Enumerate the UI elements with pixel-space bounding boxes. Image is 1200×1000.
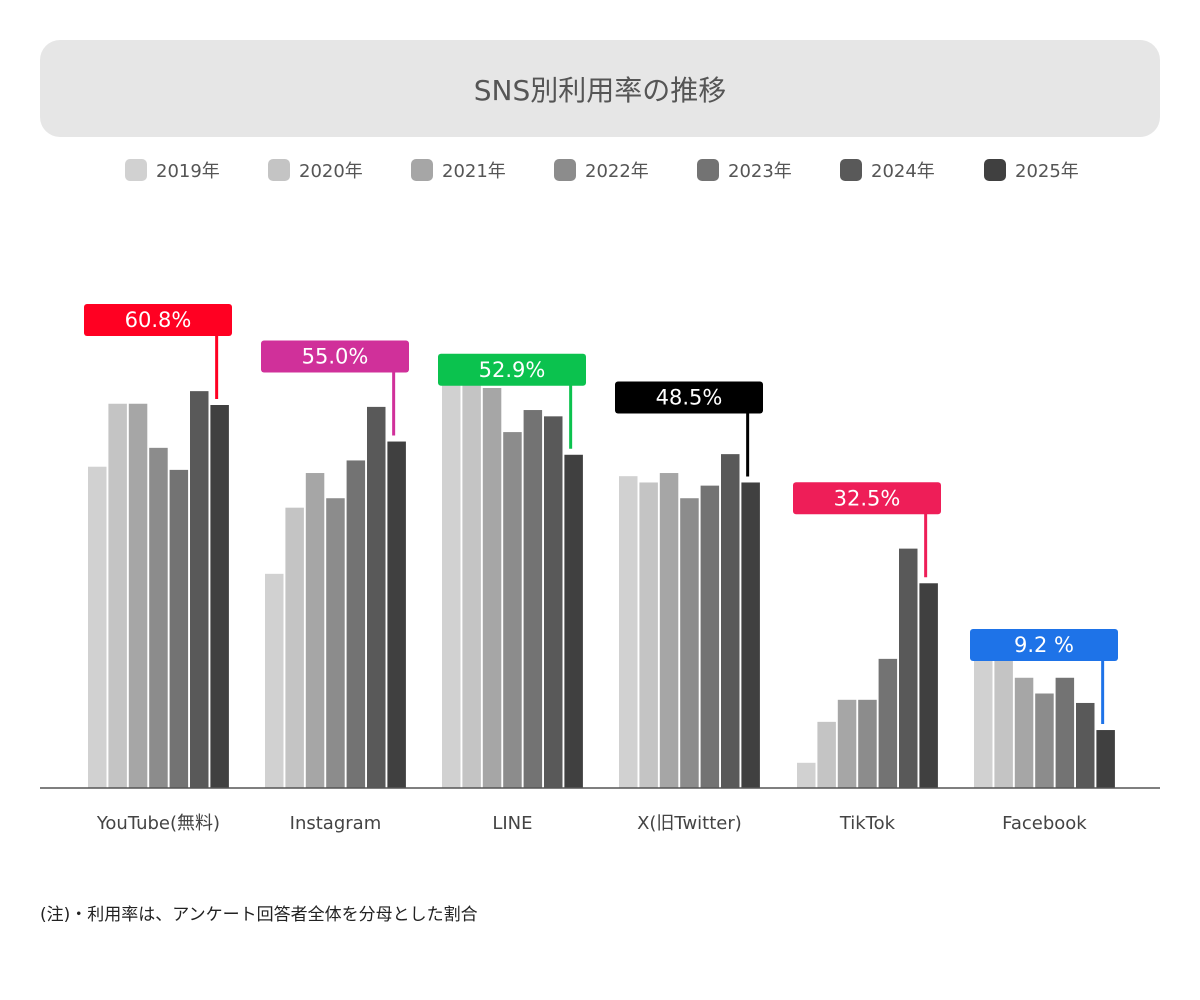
bar: [387, 441, 406, 788]
legend-label: 2023年: [728, 161, 792, 182]
bar: [619, 476, 638, 788]
bar: [544, 416, 563, 788]
bar: [1076, 702, 1095, 788]
bar: [128, 403, 148, 788]
chart-title-banner: SNS別利用率の推移: [40, 40, 1160, 137]
bar: [817, 721, 836, 788]
category-label: YouTube(無料): [96, 813, 220, 834]
bar: [503, 432, 522, 788]
callout-value-label: 55.0%: [302, 345, 369, 369]
bar: [919, 583, 938, 788]
bar: [367, 406, 386, 788]
legend-label: 2019年: [156, 161, 220, 182]
chart-title: SNS別利用率の推移: [473, 73, 727, 107]
footnote: (注)・利用率は、アンケート回答者全体を分母とした割合: [40, 905, 478, 925]
bar: [169, 469, 189, 788]
legend-swatch: [554, 159, 576, 181]
bar: [1096, 730, 1115, 788]
legend-item: 2024年: [840, 155, 935, 185]
bar: [210, 405, 229, 788]
category-label: TikTok: [839, 813, 896, 834]
bar: [190, 391, 209, 788]
legend-swatch: [411, 159, 433, 181]
bar: [741, 482, 760, 788]
bar: [462, 375, 481, 788]
legend-item: 2020年: [268, 155, 363, 185]
legend-swatch: [984, 159, 1006, 181]
callout-box: [615, 381, 763, 414]
bar: [346, 460, 366, 788]
callout-box: [261, 340, 409, 373]
legend-label: 2025年: [1015, 161, 1079, 182]
legend-swatch: [125, 159, 147, 181]
bar: [523, 410, 543, 788]
bar: [659, 473, 679, 788]
legend-item: 2022年: [554, 155, 649, 185]
bar: [974, 646, 993, 788]
category-label: Instagram: [290, 813, 382, 834]
bar: [680, 498, 699, 788]
legend-item: 2019年: [125, 155, 220, 185]
bar: [1014, 677, 1034, 788]
callout-value-label: 48.5%: [656, 385, 723, 409]
bar: [305, 473, 325, 788]
category-label: LINE: [492, 813, 532, 834]
callout-value-label: 60.8%: [125, 308, 192, 332]
bar: [88, 466, 107, 788]
callout-box: [793, 482, 941, 515]
bar: [442, 378, 461, 788]
bar: [639, 482, 658, 788]
callout-value-label: 9.2 %: [1014, 633, 1074, 657]
legend-label: 2021年: [442, 161, 506, 182]
bar: [108, 403, 127, 788]
callout-value-label: 32.5%: [834, 486, 901, 510]
legend-label: 2020年: [299, 161, 363, 182]
bar: [265, 573, 284, 788]
bar: [858, 699, 877, 788]
legend-label: 2022年: [585, 161, 649, 182]
callout-box: [84, 304, 232, 336]
legend-swatch: [697, 159, 719, 181]
bar: [482, 387, 502, 788]
bar: [326, 498, 345, 788]
bar: [285, 507, 304, 788]
legend-swatch: [268, 159, 290, 181]
bar: [797, 762, 816, 788]
legend-item: 2025年: [984, 155, 1079, 185]
legend-label: 2024年: [871, 161, 935, 182]
bar: [1055, 677, 1075, 788]
bar: [994, 636, 1013, 788]
callout-box: [970, 629, 1118, 662]
bar: [837, 699, 857, 788]
chart-legend: 2019年 2020年 2021年 2022年 2023年 2024年 2025年: [0, 155, 1200, 185]
legend-item: 2021年: [411, 155, 506, 185]
bar: [878, 658, 898, 788]
category-label: X(旧Twitter): [637, 813, 742, 834]
callout-box: [438, 353, 586, 386]
legend-item: 2023年: [697, 155, 792, 185]
bar: [149, 447, 168, 788]
legend-swatch: [840, 159, 862, 181]
category-label: Facebook: [1002, 813, 1087, 834]
bar: [721, 454, 740, 788]
bar: [564, 454, 583, 788]
bar: [899, 548, 918, 788]
bar: [1035, 693, 1054, 788]
callout-value-label: 52.9%: [479, 358, 546, 382]
bar: [700, 485, 720, 788]
